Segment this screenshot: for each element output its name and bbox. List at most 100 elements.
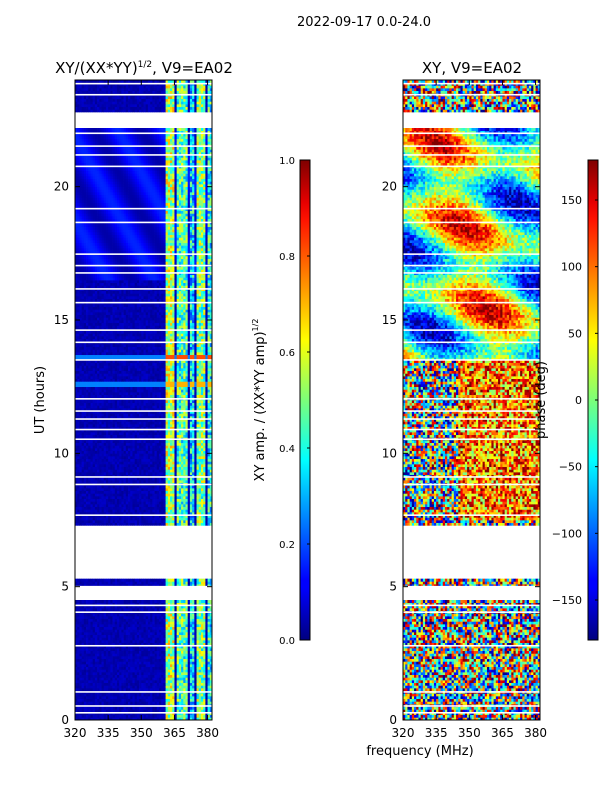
heatmap-cell bbox=[105, 517, 109, 521]
heatmap-cell bbox=[136, 461, 140, 465]
heatmap-cell bbox=[112, 448, 116, 452]
heatmap-cell bbox=[192, 477, 195, 481]
heatmap-cell bbox=[83, 672, 87, 676]
heatmap-cell bbox=[143, 624, 147, 628]
heatmap-cell bbox=[200, 506, 204, 510]
heatmap-cell bbox=[174, 666, 177, 670]
heatmap-cell bbox=[139, 490, 142, 494]
heatmap-cell bbox=[79, 506, 82, 510]
heatmap-cell bbox=[158, 472, 162, 476]
heatmap-cell bbox=[97, 485, 100, 489]
heatmap-cell bbox=[128, 669, 131, 673]
heatmap-cell bbox=[132, 661, 136, 665]
heatmap-cell bbox=[203, 658, 206, 662]
heatmap-cell bbox=[156, 706, 160, 710]
heatmap-cell bbox=[196, 509, 200, 513]
heatmap-cell bbox=[185, 658, 189, 662]
heatmap-cell bbox=[143, 693, 147, 697]
heatmap-cell bbox=[176, 488, 180, 492]
heatmap-cell bbox=[170, 706, 173, 710]
heatmap-cell bbox=[198, 717, 202, 720]
heatmap-cell bbox=[150, 498, 153, 502]
heatmap-cell bbox=[178, 680, 182, 684]
heatmap-cell bbox=[161, 440, 164, 444]
heatmap-cell bbox=[194, 616, 197, 620]
heatmap-cell bbox=[174, 472, 177, 476]
heatmap-cell bbox=[121, 653, 124, 657]
heatmap-cell bbox=[150, 506, 153, 510]
heatmap-cell bbox=[141, 472, 144, 476]
heatmap-cell bbox=[205, 653, 208, 657]
heatmap-cell bbox=[172, 634, 175, 638]
heatmap-cell bbox=[90, 640, 94, 644]
heatmap-cell bbox=[167, 442, 171, 446]
heatmap-cell bbox=[105, 504, 109, 508]
heatmap-cell bbox=[81, 490, 85, 494]
heatmap-cell bbox=[88, 520, 91, 524]
heatmap-cell bbox=[101, 458, 105, 462]
heatmap-cell bbox=[139, 650, 142, 654]
heatmap-cell bbox=[119, 490, 122, 494]
heatmap-cell bbox=[110, 618, 113, 622]
heatmap-cell bbox=[81, 477, 85, 481]
heatmap-cell bbox=[125, 696, 129, 700]
heatmap-cell bbox=[79, 669, 82, 673]
heatmap-cell bbox=[88, 600, 91, 604]
heatmap-cell bbox=[209, 466, 212, 470]
heatmap-cell bbox=[172, 477, 175, 481]
heatmap-cell bbox=[121, 520, 124, 524]
heatmap-cell bbox=[86, 442, 89, 446]
heatmap-cell bbox=[178, 490, 182, 494]
heatmap-cell bbox=[192, 624, 195, 628]
heatmap-cell bbox=[203, 442, 206, 446]
heatmap-cell bbox=[97, 480, 100, 484]
heatmap-cell bbox=[181, 640, 184, 644]
heatmap-cell bbox=[125, 488, 129, 492]
heatmap-cell bbox=[183, 653, 186, 657]
heatmap-cell bbox=[79, 488, 82, 492]
heatmap-cell bbox=[207, 701, 211, 705]
heatmap-cell bbox=[88, 480, 91, 484]
heatmap-cell bbox=[128, 453, 131, 457]
heatmap-cell bbox=[125, 640, 129, 644]
heatmap-cell bbox=[165, 509, 169, 513]
heatmap-cell bbox=[200, 677, 204, 681]
heatmap-cell bbox=[165, 682, 169, 686]
heatmap-cell bbox=[161, 490, 164, 494]
heatmap-cell bbox=[141, 701, 144, 705]
heatmap-cell bbox=[192, 701, 195, 705]
heatmap-cell bbox=[136, 682, 140, 686]
heatmap-cell bbox=[156, 666, 160, 670]
heatmap-cell bbox=[88, 669, 91, 673]
heatmap-cell bbox=[110, 448, 113, 452]
heatmap-cell bbox=[94, 682, 98, 686]
heatmap-cell bbox=[158, 656, 162, 660]
heatmap-cell bbox=[174, 656, 177, 660]
heatmap-cell bbox=[187, 624, 191, 628]
heatmap-cell bbox=[114, 640, 118, 644]
heatmap-cell bbox=[90, 626, 94, 630]
heatmap-cell bbox=[176, 642, 180, 646]
heatmap-cell bbox=[207, 520, 211, 524]
heatmap-cell bbox=[205, 624, 208, 628]
heatmap-cell bbox=[209, 450, 212, 454]
heatmap-cell bbox=[174, 674, 177, 678]
heatmap-cell bbox=[141, 653, 144, 657]
heatmap-cell bbox=[189, 629, 193, 633]
heatmap-cell bbox=[145, 522, 149, 526]
heatmap-cell bbox=[152, 685, 155, 689]
heatmap-cell bbox=[141, 514, 144, 518]
heatmap-cell bbox=[88, 517, 91, 521]
heatmap-cell bbox=[174, 664, 177, 668]
heatmap-cell bbox=[125, 456, 129, 460]
heatmap-cell bbox=[81, 509, 85, 513]
heatmap-cell bbox=[178, 642, 182, 646]
heatmap-cell bbox=[77, 517, 80, 521]
heatmap-cell bbox=[112, 501, 116, 505]
heatmap-cell bbox=[108, 706, 111, 710]
heatmap-cell bbox=[194, 445, 197, 449]
heatmap-cell bbox=[176, 640, 180, 644]
heatmap-cell bbox=[81, 493, 85, 497]
heatmap-cell bbox=[139, 674, 142, 678]
heatmap-cell bbox=[123, 445, 127, 449]
